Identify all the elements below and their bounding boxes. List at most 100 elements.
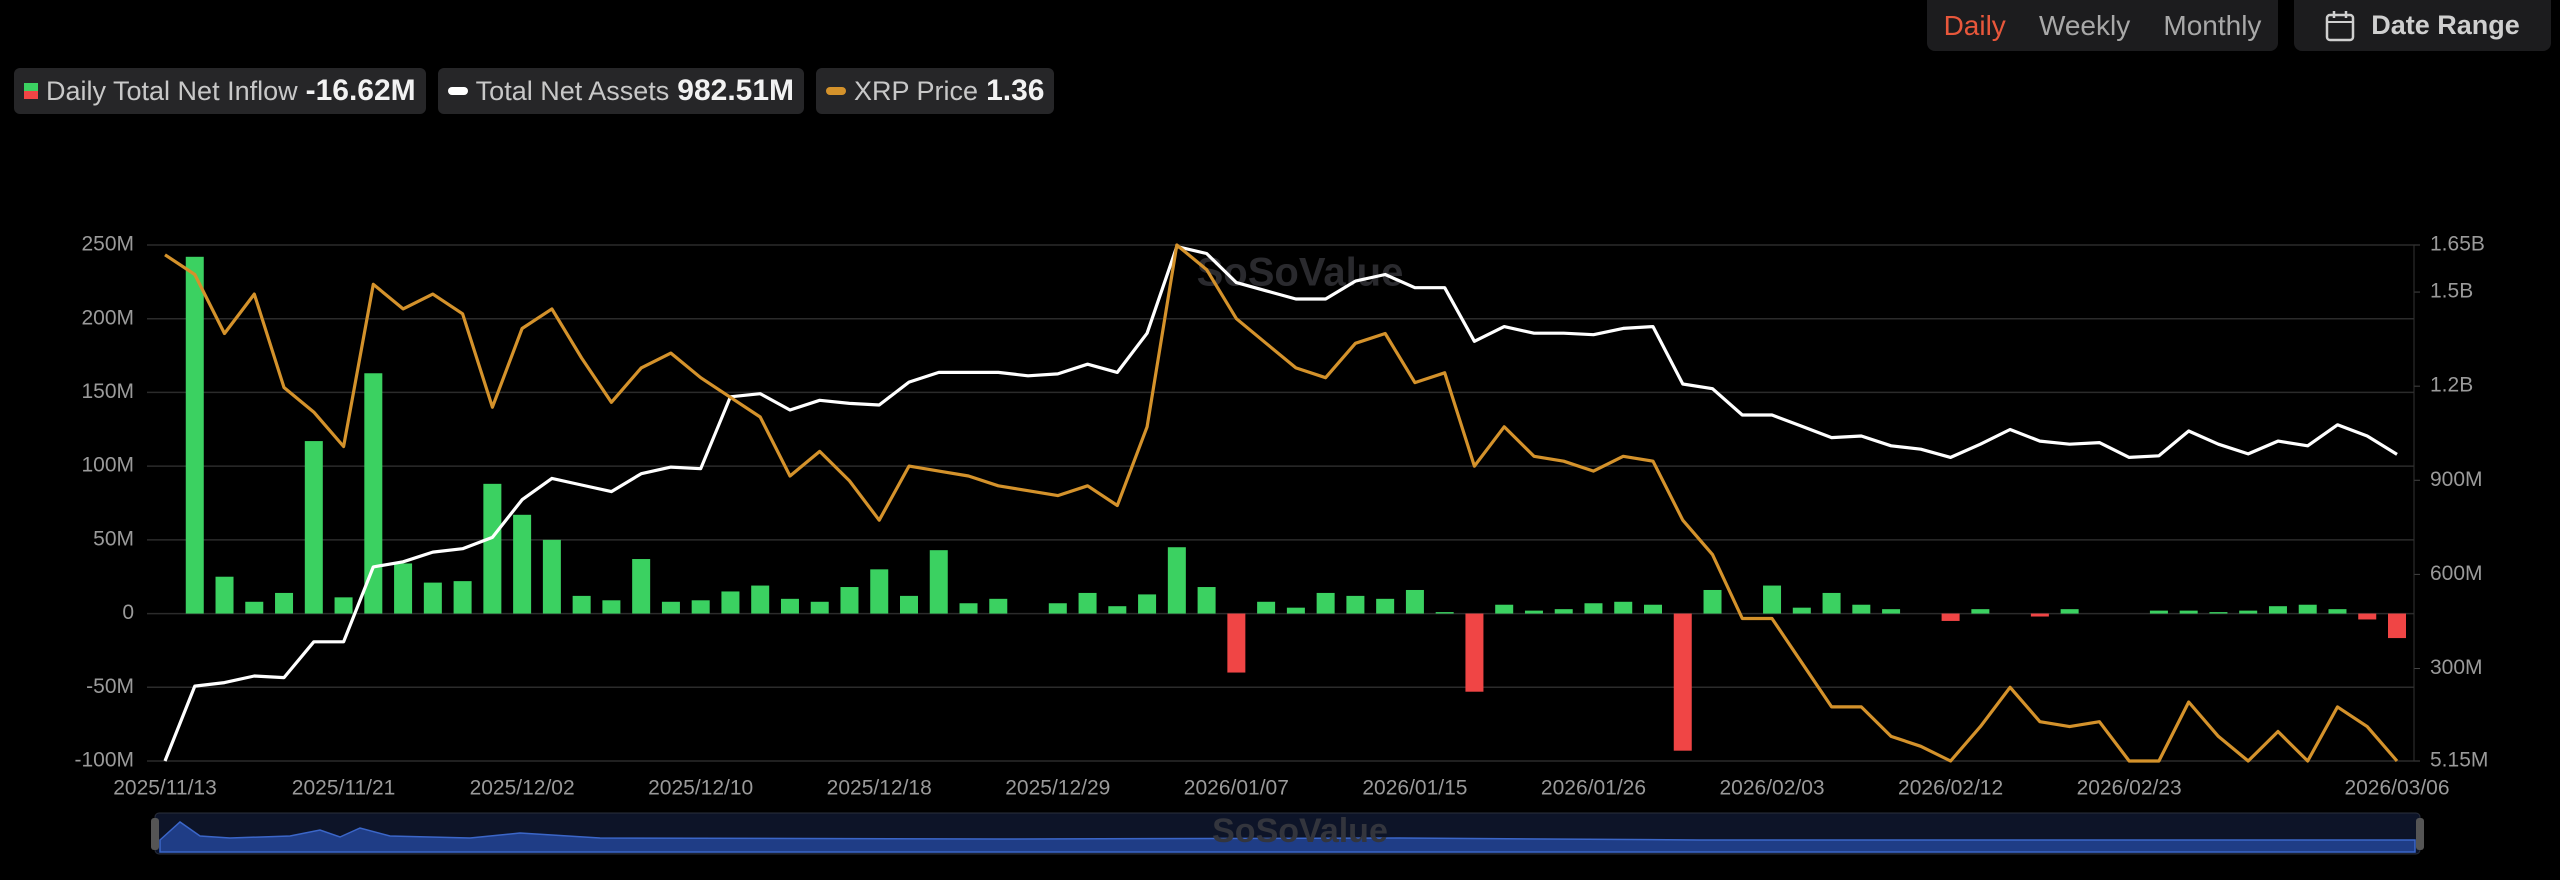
bar (423, 582, 442, 614)
bar (751, 585, 770, 614)
bar (1286, 607, 1305, 614)
y-tick-label: 200M (81, 306, 134, 329)
navigator-area (159, 821, 2416, 853)
legend-item[interactable]: Daily Total Net Inflow -16.62M (14, 68, 426, 114)
date-range-button[interactable]: Date Range (2294, 0, 2551, 51)
legend-item[interactable]: Total Net Assets 982.51M (437, 68, 805, 114)
bar (2179, 610, 2198, 614)
bar (304, 441, 323, 614)
bar (1852, 604, 1871, 614)
bar (2328, 609, 2347, 614)
x-tick-label: 2025/11/21 (292, 777, 396, 800)
bar (959, 603, 978, 614)
legend-item[interactable]: XRP Price 1.36 (816, 68, 1055, 114)
calendar-icon (2325, 10, 2355, 41)
y2-tick-label: 5.15M (2430, 749, 2488, 772)
bar (1882, 609, 1901, 614)
bar (1257, 601, 1276, 614)
x-tick-label: 2025/12/18 (827, 777, 932, 800)
bar (1227, 613, 1246, 673)
bar (1763, 585, 1782, 614)
bar (691, 600, 710, 614)
bar (1197, 587, 1216, 614)
bar (1792, 607, 1811, 614)
y-tick-label: -100M (74, 749, 134, 772)
x-tick-label: 2025/12/29 (1005, 777, 1110, 800)
navigator-handle[interactable] (151, 818, 159, 850)
bar (900, 595, 918, 614)
y2-tick-label: 900M (2430, 468, 2483, 491)
bar (1465, 613, 1484, 692)
bar (1524, 610, 1543, 614)
bar (334, 597, 353, 614)
bar (1048, 603, 1067, 614)
bar (1584, 603, 1603, 614)
y2-tick-label: 300M (2430, 656, 2483, 679)
period-button[interactable]: Monthly (2163, 9, 2262, 41)
legend-value: 982.51M (677, 74, 795, 107)
x-tick-label: 2026/03/06 (2344, 777, 2449, 800)
bar (870, 569, 889, 614)
bar (810, 601, 829, 614)
line (164, 243, 2399, 763)
y2-tick-label: 600M (2430, 562, 2483, 585)
bar (632, 559, 651, 614)
bar (1108, 606, 1127, 614)
bar (1346, 595, 1365, 614)
bar (215, 576, 234, 614)
y-tick-label: -50M (86, 675, 134, 698)
legend-label: Daily Total Net Inflow (46, 75, 298, 106)
x-tick-label: 2025/12/10 (648, 777, 753, 800)
bar (1971, 609, 1990, 614)
legend-label: XRP Price (854, 75, 979, 106)
bar (1138, 594, 1157, 614)
x-tick-label: 2025/11/13 (113, 777, 217, 800)
legend-swatch (826, 87, 847, 95)
bar (1941, 613, 1960, 621)
legend-swatch (447, 87, 468, 95)
bar (394, 563, 413, 614)
bar (2298, 604, 2317, 614)
bar (513, 514, 532, 614)
bar (1822, 592, 1841, 614)
bar (2209, 612, 2228, 614)
x-tick-label: 2026/02/03 (1719, 777, 1824, 800)
x-tick-label: 2026/02/23 (2077, 777, 2182, 800)
bar (1673, 613, 1692, 751)
navigator-handle[interactable] (2416, 818, 2424, 850)
x-tick-label: 2026/01/07 (1184, 777, 1289, 800)
x-tick-label: 2026/02/12 (1898, 777, 2003, 800)
line (163, 245, 2398, 762)
legend-label: Total Net Assets (475, 75, 670, 106)
period-button[interactable]: Daily (1943, 9, 2006, 41)
bar (1644, 604, 1662, 614)
bar (1554, 609, 1573, 614)
bar (2149, 610, 2168, 614)
x-tick-label: 2025/12/02 (470, 777, 575, 800)
bar (602, 600, 621, 614)
bar (1703, 589, 1722, 614)
bar (1495, 604, 1514, 614)
bar (661, 601, 680, 614)
bar (721, 591, 740, 614)
x-tick-label: 2026/01/15 (1362, 777, 1467, 800)
bar (929, 550, 948, 614)
y2-tick-label: 1.65B (2430, 233, 2485, 256)
y-tick-label: 100M (81, 454, 134, 477)
bar (2358, 613, 2377, 620)
bar (2030, 613, 2049, 617)
bar (1614, 601, 1633, 614)
y-tick-label: 0 (122, 601, 134, 624)
plot (147, 243, 2414, 763)
bar (1435, 612, 1454, 614)
y-tick-label: 250M (81, 233, 134, 256)
navigator (154, 812, 2421, 855)
period-button[interactable]: Weekly (2038, 9, 2131, 41)
period-toggle: Daily Weekly Monthly (1927, 0, 2278, 51)
y2-tick-label: 1.2B (2430, 374, 2473, 397)
legend-value: 1.36 (986, 74, 1045, 107)
bar (1405, 589, 1424, 614)
bar (483, 483, 502, 614)
bar (453, 581, 472, 614)
